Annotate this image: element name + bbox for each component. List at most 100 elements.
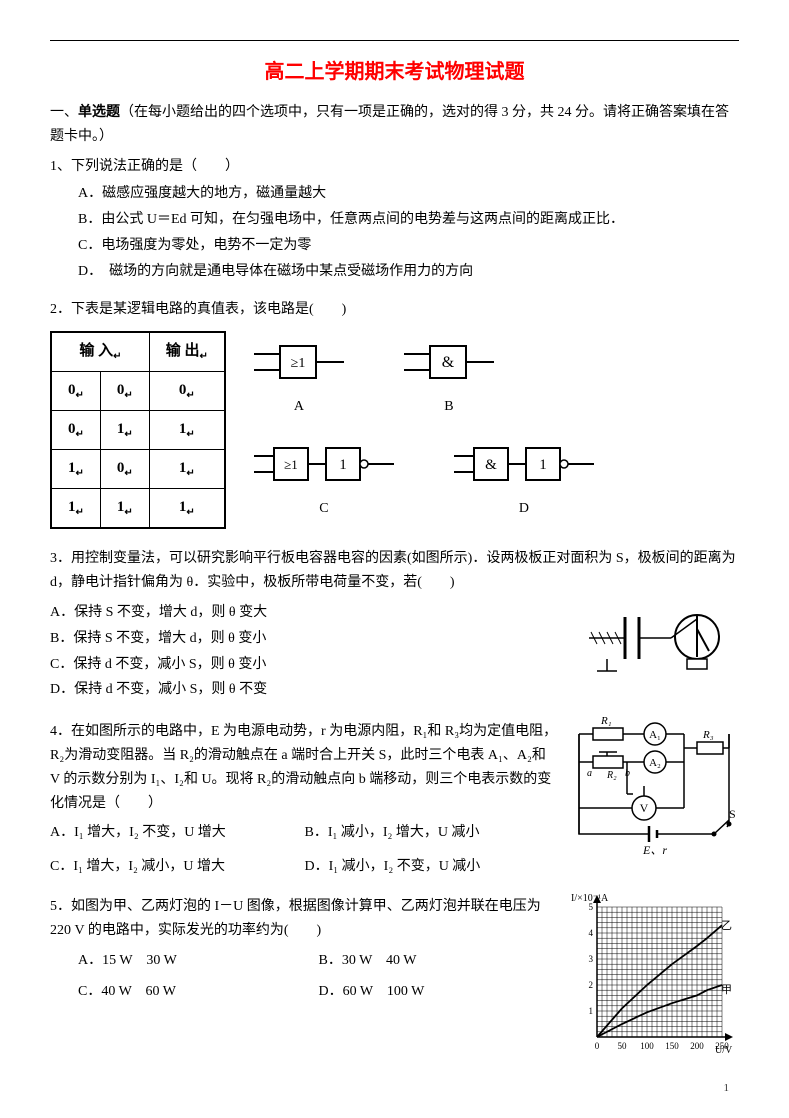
q4-opts-row2: C．I₁ 增大，I₂ 减小，U 增大 D．I₁ 减小，I₂ 不变，U 减小 [50, 855, 559, 879]
svg-text:乙: 乙 [721, 919, 732, 932]
q5-opt-d: D．60 W 100 W [319, 980, 560, 1004]
cr-mark: ↵ [76, 390, 84, 401]
svg-text:甲: 甲 [721, 984, 732, 996]
q1-opt-d: D． 磁场的方向就是通电导体在磁场中某点受磁场作用力的方向 [78, 260, 739, 284]
truth-head-in-text: 输 入 [79, 343, 113, 359]
q5-opts-row1: A．15 W 30 W B．30 W 40 W [78, 949, 559, 973]
q5-figure: I/×10⁻¹A 乙 甲 050100150200250 U/V 12345 [569, 889, 739, 1068]
q1-opt-a: A．磁感应强度越大的地方，磁通量越大 [78, 182, 739, 206]
gate-d: & 1 D [454, 442, 594, 521]
q4-figure: S R₁ A₁ a R₂ b A₂ R₃ [569, 714, 739, 879]
q4-row: 4．在如图所示的电路中，E 为电源电动势，r 为电源内阻，R₁和 R₃均为定值电… [50, 714, 739, 879]
q3-opt-d: D．保持 d 不变，减小 S，则 θ 不变 [50, 678, 579, 702]
q4-opt-a: A．I₁ 增大，I₂ 不变，U 增大 [50, 821, 305, 845]
q2-stem: 2．下表是某逻辑电路的真值表，该电路是( ) [50, 298, 739, 322]
svg-text:50: 50 [618, 1041, 628, 1051]
gate-a-label: A [254, 395, 344, 419]
svg-text:≥1: ≥1 [291, 356, 306, 371]
q3-options: A．保持 S 不变，增大 d，则 θ 变大 B．保持 S 不变，增大 d，则 θ… [50, 599, 579, 704]
cr-mark: ↵ [186, 507, 194, 518]
q5-opt-c: C．40 W 60 W [78, 980, 319, 1004]
page-title: 高二上学期期末考试物理试题 [50, 55, 739, 89]
svg-text:&: & [485, 457, 497, 473]
q5-opt-b: B．30 W 40 W [319, 949, 560, 973]
cell: 1 [68, 499, 76, 515]
svg-text:E、r: E、r [642, 843, 667, 857]
svg-text:200: 200 [690, 1041, 704, 1051]
gates-row-1: ≥1 A & B [254, 340, 594, 419]
q3-opt-a: A．保持 S 不变，增大 d，则 θ 变大 [50, 601, 579, 625]
svg-text:U/V: U/V [715, 1045, 733, 1056]
q3-figure [579, 599, 739, 704]
truth-head-out: 输 出↵ [149, 332, 225, 372]
svg-text:0: 0 [595, 1041, 600, 1051]
truth-head-out-text: 输 出 [166, 343, 200, 359]
cr-mark: ↵ [124, 429, 132, 440]
section-1-header: 一、单选题（在每小题给出的四个选项中，只有一项是正确的，选对的得 3 分，共 2… [50, 101, 739, 149]
q5-opt-a: A．15 W 30 W [78, 949, 319, 973]
q4-opt-c: C．I₁ 增大，I₂ 减小，U 增大 [50, 855, 305, 879]
q5-text: 5．如图为甲、乙两灯泡的 I－U 图像，根据图像计算甲、乙两灯泡并联在电压为 2… [50, 889, 559, 1068]
svg-text:1: 1 [339, 457, 347, 473]
table-row: 1↵ 0↵ 1↵ [51, 450, 225, 489]
q4-stem: 4．在如图所示的电路中，E 为电源电动势，r 为电源内阻，R₁和 R₃均为定值电… [50, 720, 559, 815]
gate-b-icon: & [404, 340, 494, 384]
gates-row-2: ≥1 1 C & 1 [254, 442, 594, 521]
cr-mark: ↵ [113, 351, 121, 362]
top-rule [50, 40, 739, 41]
gates-column: ≥1 A & B [254, 340, 594, 521]
q3-opt-c: C．保持 d 不变，减小 S，则 θ 变小 [50, 653, 579, 677]
cr-mark: ↵ [76, 468, 84, 479]
cr-mark: ↵ [124, 507, 132, 518]
svg-text:R₃: R₃ [702, 729, 714, 741]
truth-head-in: 输 入↵ [51, 332, 149, 372]
q3-stem: 3．用控制变量法，可以研究影响平行板电容器电容的因素(如图所示)．设两极板正对面… [50, 547, 739, 595]
gate-d-icon: & 1 [454, 442, 594, 486]
svg-text:4: 4 [589, 928, 594, 938]
page-number: 1 [724, 1079, 730, 1098]
q1-opt-b: B．由公式 U＝Ed 可知，在匀强电场中，任意两点间的电势差与这两点间的距离成正… [78, 208, 739, 232]
svg-text:A₁: A₁ [649, 729, 661, 741]
q5-row: 5．如图为甲、乙两灯泡的 I－U 图像，根据图像计算甲、乙两灯泡并联在电压为 2… [50, 889, 739, 1068]
svg-text:1: 1 [539, 457, 547, 473]
svg-text:1: 1 [589, 1006, 594, 1016]
gate-b: & B [404, 340, 494, 419]
q2-figure-row: 输 入↵ 输 出↵ 0↵ 0↵ 0↵ 0↵ 1↵ 1↵ 1↵ 0↵ 1↵ 1↵ … [50, 331, 739, 529]
svg-text:2: 2 [589, 980, 594, 990]
q5-stem: 5．如图为甲、乙两灯泡的 I－U 图像，根据图像计算甲、乙两灯泡并联在电压为 2… [50, 895, 559, 943]
q1-options: A．磁感应强度越大的地方，磁通量越大 B．由公式 U＝Ed 可知，在匀强电场中，… [78, 182, 739, 283]
svg-text:R₂: R₂ [606, 770, 617, 781]
q5-opts-row2: C．40 W 60 W D．60 W 100 W [78, 980, 559, 1004]
svg-text:5: 5 [589, 902, 594, 912]
q1-opt-c: C．电场强度为零处，电势不一定为零 [78, 234, 739, 258]
circuit-icon: S R₁ A₁ a R₂ b A₂ R₃ [569, 714, 739, 864]
gate-c-label: C [254, 497, 394, 521]
gate-a-icon: ≥1 [254, 340, 344, 384]
gate-d-label: D [454, 497, 594, 521]
gate-c: ≥1 1 C [254, 442, 394, 521]
gate-c-icon: ≥1 1 [254, 442, 394, 486]
svg-text:V: V [640, 801, 649, 815]
q1-stem: 1、下列说法正确的是（ ） [50, 155, 739, 179]
q4-opt-b: B．I₁ 减小，I₂ 增大，U 减小 [305, 821, 560, 845]
cr-mark: ↵ [186, 429, 194, 440]
cr-mark: ↵ [124, 468, 132, 479]
svg-text:≥1: ≥1 [284, 457, 298, 472]
cell: 0 [68, 382, 76, 398]
q3-row: A．保持 S 不变，增大 d，则 θ 变大 B．保持 S 不变，增大 d，则 θ… [50, 599, 739, 704]
svg-text:S: S [729, 807, 736, 821]
gate-b-label: B [404, 395, 494, 419]
table-row: 0↵ 1↵ 1↵ [51, 411, 225, 450]
q4-opt-d: D．I₁ 减小，I₂ 不变，U 减小 [305, 855, 560, 879]
cr-mark: ↵ [186, 468, 194, 479]
svg-text:100: 100 [640, 1041, 654, 1051]
gate-a: ≥1 A [254, 340, 344, 419]
q4-text: 4．在如图所示的电路中，E 为电源电动势，r 为电源内阻，R₁和 R₃均为定值电… [50, 714, 559, 879]
svg-text:A₂: A₂ [649, 757, 661, 769]
svg-text:R₁: R₁ [600, 715, 612, 727]
section-1-bold: 单选题 [78, 105, 120, 120]
cr-mark: ↵ [124, 390, 132, 401]
svg-text:150: 150 [665, 1041, 679, 1051]
cr-mark: ↵ [76, 429, 84, 440]
iv-chart-icon: I/×10⁻¹A 乙 甲 050100150200250 U/V 12345 [569, 889, 739, 1059]
